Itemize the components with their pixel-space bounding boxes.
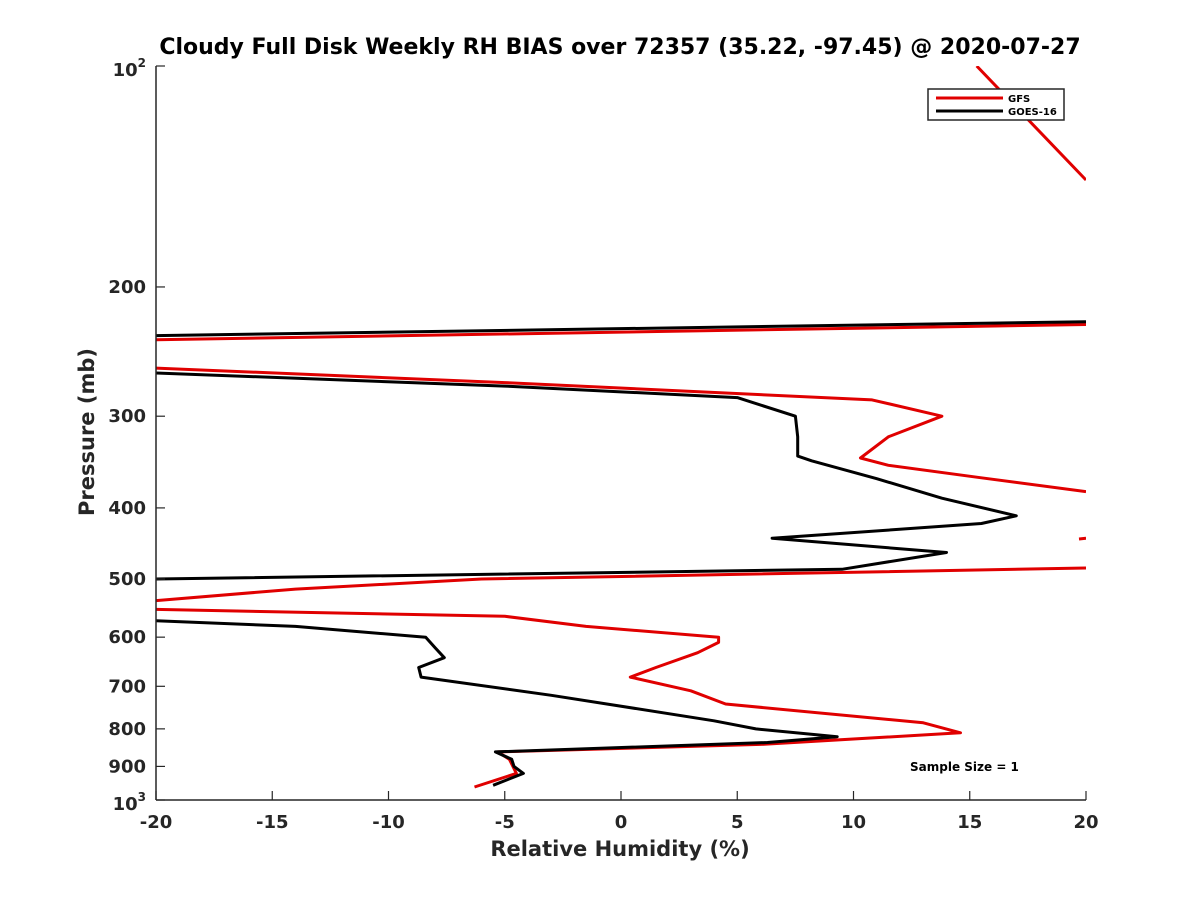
y-tick-labels: 102 200 300 400 500 600 700 800 900 103 — [108, 56, 146, 815]
x-tick-label: 15 — [957, 812, 982, 833]
x-tick-label: 20 — [1073, 812, 1098, 833]
x-axis-label: Relative Humidity (%) — [490, 837, 749, 861]
x-tick-label: 10 — [841, 812, 866, 833]
x-tick-label: 5 — [731, 812, 744, 833]
chart-title: Cloudy Full Disk Weekly RH BIAS over 723… — [159, 35, 1080, 60]
series-0-line-segment-2 — [156, 366, 1086, 494]
plot-series — [156, 66, 1086, 789]
plot-axes — [155, 65, 1087, 801]
series-0-line-segment-4 — [156, 566, 1086, 603]
y-tick-label: 400 — [108, 498, 146, 519]
sample-size-annotation: Sample Size = 1 — [910, 760, 1019, 774]
y-tick-label: 700 — [108, 676, 146, 697]
x-tick-label: -5 — [495, 812, 515, 833]
series-0-line-segment-5 — [156, 607, 962, 789]
y-tick-label-power: 103 — [113, 790, 146, 815]
x-tick-labels: -20 -15 -10 -5 0 5 10 15 20 — [140, 812, 1099, 833]
x-tick-label: -10 — [372, 812, 405, 833]
legend-label-1: GOES-16 — [1008, 107, 1057, 118]
series-0-line-segment-1 — [156, 323, 1086, 342]
y-tick-label: 900 — [108, 756, 146, 777]
y-axis-label: Pressure (mb) — [75, 348, 99, 516]
y-tick-label: 600 — [108, 627, 146, 648]
y-tick-label: 800 — [108, 719, 146, 740]
x-tick-label: 0 — [615, 812, 628, 833]
x-tick-label: -20 — [140, 812, 173, 833]
series-1-line-segment-1 — [156, 371, 1018, 581]
legend-box — [927, 88, 1065, 121]
x-tick-label: -15 — [256, 812, 289, 833]
series-1-line-segment-0 — [156, 320, 1086, 338]
y-tick-label: 500 — [108, 569, 146, 590]
series-1-line-segment-2 — [156, 619, 839, 787]
series-0-line-segment-3 — [1078, 536, 1086, 541]
legend: GFS GOES-16 — [927, 88, 1065, 121]
y-tick-label: 200 — [108, 277, 146, 298]
y-tick-label: 300 — [108, 406, 146, 427]
y-tick-label-power: 102 — [113, 56, 146, 81]
legend-label-0: GFS — [1008, 94, 1030, 105]
series-0-line-segment-0 — [975, 66, 1086, 182]
